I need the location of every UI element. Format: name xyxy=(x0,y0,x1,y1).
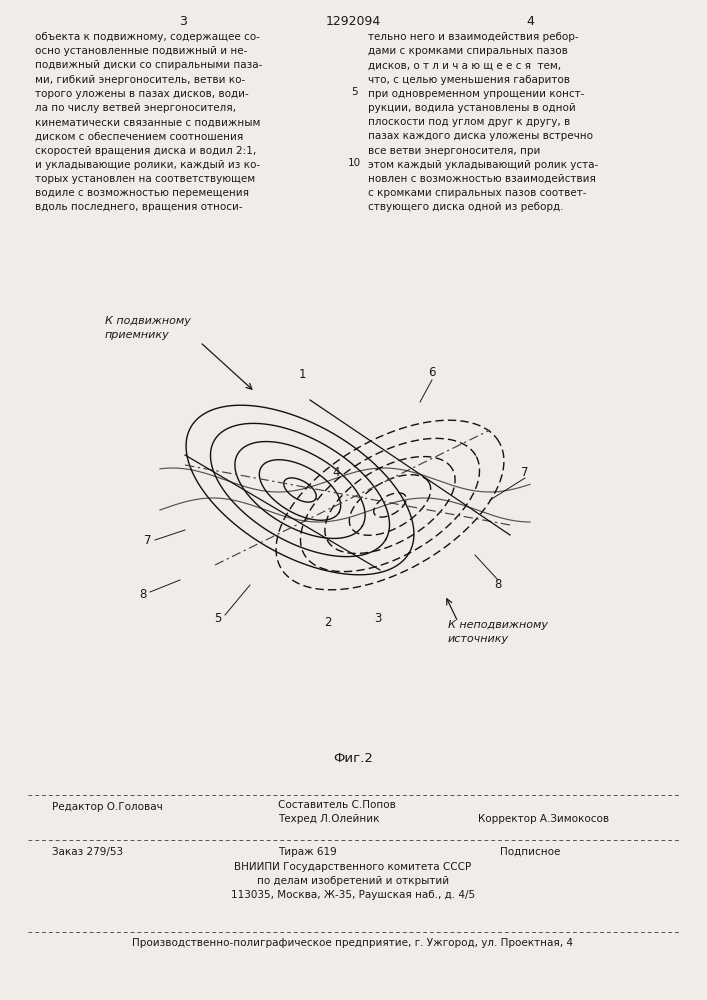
Text: этом каждый укладывающий ролик уста-: этом каждый укладывающий ролик уста- xyxy=(368,160,598,170)
Text: Фиг.2: Фиг.2 xyxy=(333,752,373,765)
Text: торых установлен на соответствующем: торых установлен на соответствующем xyxy=(35,174,255,184)
Text: новлен с возможностью взаимодействия: новлен с возможностью взаимодействия xyxy=(368,174,596,184)
Text: дами с кромками спиральных пазов: дами с кромками спиральных пазов xyxy=(368,46,568,56)
Text: Подписное: Подписное xyxy=(500,847,561,857)
Text: 1292094: 1292094 xyxy=(325,15,380,28)
Text: К неподвижному
источнику: К неподвижному источнику xyxy=(448,620,548,644)
Text: Производственно-полиграфическое предприятие, г. Ужгород, ул. Проектная, 4: Производственно-полиграфическое предприя… xyxy=(132,938,573,948)
Text: 2: 2 xyxy=(325,615,332,629)
Text: пазах каждого диска уложены встречно: пазах каждого диска уложены встречно xyxy=(368,131,593,141)
Text: 4: 4 xyxy=(332,466,340,479)
Text: 3: 3 xyxy=(374,611,382,624)
Text: осно установленные подвижный и не-: осно установленные подвижный и не- xyxy=(35,46,247,56)
Text: 8: 8 xyxy=(494,578,502,591)
Text: торого уложены в пазах дисков, води-: торого уложены в пазах дисков, води- xyxy=(35,89,249,99)
Text: 4: 4 xyxy=(526,15,534,28)
Text: 113035, Москва, Ж-35, Раушская наб., д. 4/5: 113035, Москва, Ж-35, Раушская наб., д. … xyxy=(231,890,475,900)
Text: плоскости под углом друг к другу, в: плоскости под углом друг к другу, в xyxy=(368,117,571,127)
Text: 7: 7 xyxy=(521,466,529,479)
Text: с кромками спиральных пазов соответ-: с кромками спиральных пазов соответ- xyxy=(368,188,587,198)
Text: 1: 1 xyxy=(298,368,305,381)
Text: кинематически связанные с подвижным: кинематически связанные с подвижным xyxy=(35,117,260,127)
Text: К подвижному
приемнику: К подвижному приемнику xyxy=(105,316,191,340)
Text: ла по числу ветвей энергоносителя,: ла по числу ветвей энергоносителя, xyxy=(35,103,236,113)
Text: Составитель С.Попов: Составитель С.Попов xyxy=(278,800,396,810)
Text: диском с обеспечением соотношения: диском с обеспечением соотношения xyxy=(35,131,243,141)
Text: по делам изобретений и открытий: по делам изобретений и открытий xyxy=(257,876,449,886)
Text: дисков, о т л и ч а ю щ е е с я  тем,: дисков, о т л и ч а ю щ е е с я тем, xyxy=(368,60,561,70)
Text: 6: 6 xyxy=(428,365,436,378)
Text: вдоль последнего, вращения относи-: вдоль последнего, вращения относи- xyxy=(35,202,243,212)
Text: Техред Л.Олейник: Техред Л.Олейник xyxy=(278,814,380,824)
Text: ствующего диска одной из реборд.: ствующего диска одной из реборд. xyxy=(368,202,563,212)
Text: ми, гибкий энергоноситель, ветви ко-: ми, гибкий энергоноситель, ветви ко- xyxy=(35,75,245,85)
Text: скоростей вращения диска и водил 2:1,: скоростей вращения диска и водил 2:1, xyxy=(35,146,256,156)
Text: Заказ 279/53: Заказ 279/53 xyxy=(52,847,123,857)
Text: Корректор А.Зимокосов: Корректор А.Зимокосов xyxy=(478,814,609,824)
Text: подвижный диски со спиральными паза-: подвижный диски со спиральными паза- xyxy=(35,60,262,70)
Text: 8: 8 xyxy=(139,588,146,601)
Text: при одновременном упрощении конст-: при одновременном упрощении конст- xyxy=(368,89,585,99)
Text: 7: 7 xyxy=(144,534,152,546)
Text: 5: 5 xyxy=(214,611,222,624)
Text: водиле с возможностью перемещения: водиле с возможностью перемещения xyxy=(35,188,249,198)
Text: 5: 5 xyxy=(351,87,357,97)
Text: тельно него и взаимодействия ребор-: тельно него и взаимодействия ребор- xyxy=(368,32,578,42)
Text: что, с целью уменьшения габаритов: что, с целью уменьшения габаритов xyxy=(368,75,570,85)
Text: рукции, водила установлены в одной: рукции, водила установлены в одной xyxy=(368,103,575,113)
Text: Редактор О.Головач: Редактор О.Головач xyxy=(52,802,163,812)
Text: ВНИИПИ Государственного комитета СССР: ВНИИПИ Государственного комитета СССР xyxy=(235,862,472,872)
Text: 3: 3 xyxy=(179,15,187,28)
Text: и укладывающие ролики, каждый из ко-: и укладывающие ролики, каждый из ко- xyxy=(35,160,260,170)
Text: Тираж 619: Тираж 619 xyxy=(278,847,337,857)
Text: объекта к подвижному, содержащее со-: объекта к подвижному, содержащее со- xyxy=(35,32,260,42)
Text: 10: 10 xyxy=(347,158,361,168)
Text: все ветви энергоносителя, при: все ветви энергоносителя, при xyxy=(368,146,540,156)
